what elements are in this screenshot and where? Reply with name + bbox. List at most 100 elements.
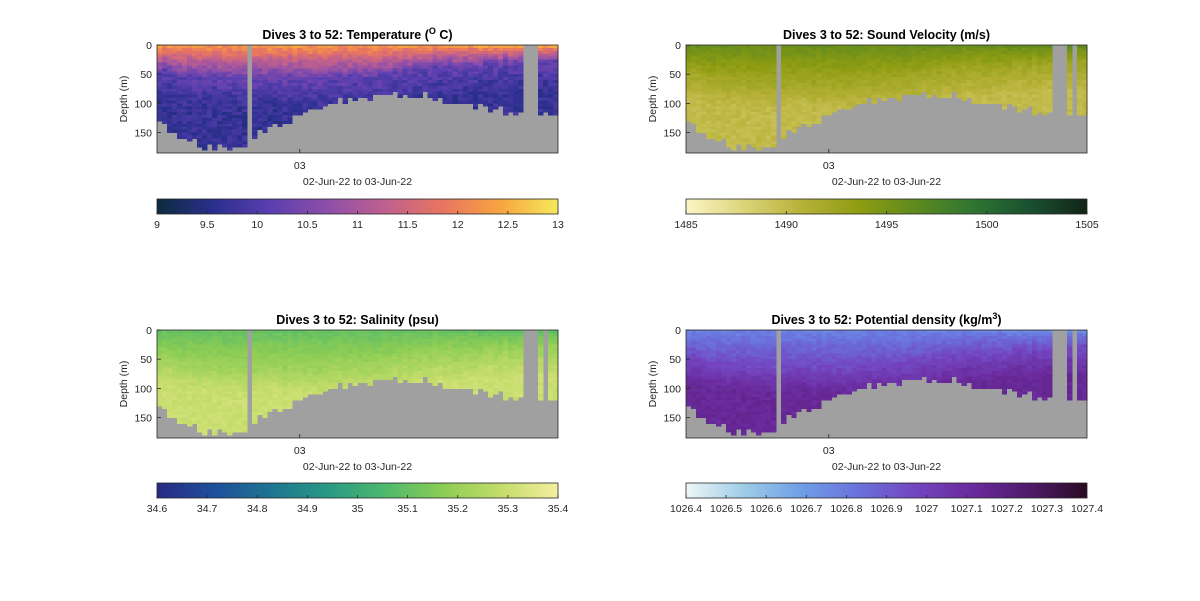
- heatmap-cell: [162, 365, 168, 369]
- heatmap-cell: [791, 115, 797, 119]
- heatmap-cell: [187, 353, 193, 357]
- heatmap-cell: [272, 356, 278, 360]
- heatmap-cell: [257, 391, 263, 395]
- heatmap-cell: [292, 88, 298, 93]
- heatmap-cell: [866, 80, 872, 84]
- heatmap-cell: [796, 82, 802, 87]
- heatmap-cell: [751, 129, 757, 133]
- heatmap-cell: [187, 103, 193, 107]
- heatmap-cell: [202, 65, 208, 69]
- heatmap-cell: [237, 414, 243, 418]
- heatmap-cell: [302, 100, 308, 104]
- heatmap-cell: [177, 385, 183, 389]
- colorbar-tick-label: 1505: [1075, 219, 1099, 231]
- heatmap-cell: [267, 400, 273, 404]
- heatmap-cell: [1076, 77, 1083, 81]
- colorbar-tick-label: 1485: [674, 219, 698, 231]
- heatmap-cell: [387, 65, 393, 69]
- heatmap-cell: [1076, 56, 1083, 60]
- heatmap-cell: [716, 109, 722, 113]
- heatmap-cell: [232, 365, 238, 369]
- heatmap-cell: [741, 144, 747, 148]
- heatmap-cell: [482, 103, 489, 107]
- heatmap-cell: [791, 91, 797, 96]
- heatmap-cell: [716, 115, 722, 119]
- heatmap-cell: [901, 59, 907, 63]
- heatmap-cell: [322, 388, 328, 392]
- heatmap-cell: [252, 109, 258, 113]
- heatmap-cell: [282, 53, 288, 58]
- heatmap-cell: [182, 126, 188, 131]
- heatmap-cell: [746, 112, 752, 116]
- heatmap-cell: [167, 388, 173, 392]
- heatmap-cell: [307, 80, 313, 84]
- heatmap-cell: [991, 50, 998, 55]
- heatmap-cell: [177, 402, 183, 407]
- heatmap-cell: [217, 414, 223, 418]
- heatmap-cell: [696, 62, 702, 66]
- heatmap-cell: [197, 344, 203, 348]
- heatmap-cell: [492, 103, 499, 107]
- heatmap-cell: [487, 100, 494, 104]
- heatmap-cell: [397, 56, 404, 60]
- chart-title-superscript: O: [429, 26, 436, 36]
- heatmap-cell: [342, 359, 348, 363]
- heatmap-cell: [217, 141, 223, 145]
- heatmap-cell: [377, 77, 383, 81]
- heatmap-cell: [801, 85, 807, 90]
- heatmap-cell: [761, 132, 767, 136]
- heatmap-cell: [796, 56, 802, 60]
- heatmap-cell: [282, 362, 288, 366]
- heatmap-cell: [951, 77, 958, 81]
- heatmap-cell: [716, 100, 722, 104]
- heatmap-cell: [197, 332, 203, 337]
- heatmap-cell: [392, 50, 398, 55]
- heatmap-cell: [267, 62, 273, 66]
- heatmap-cell: [297, 74, 303, 78]
- heatmap-cell: [1011, 68, 1018, 72]
- heatmap-cell: [187, 402, 193, 407]
- heatmap-cell: [407, 85, 414, 90]
- heatmap-cell: [447, 82, 454, 87]
- heatmap-cell: [342, 338, 348, 343]
- heatmap-cell: [447, 59, 454, 63]
- heatmap-cell: [317, 45, 323, 49]
- heatmap-cell: [207, 379, 213, 383]
- heatmap-cell: [337, 74, 343, 78]
- heatmap-cell: [696, 97, 702, 101]
- heatmap-cell: [991, 94, 998, 98]
- heatmap-cell: [292, 80, 298, 84]
- heatmap-cell: [1006, 100, 1013, 104]
- heatmap-cell: [157, 388, 163, 392]
- heatmap-cell: [457, 62, 464, 66]
- heatmap-cell: [297, 367, 303, 372]
- heatmap-cell: [207, 417, 213, 421]
- heatmap-cell: [182, 112, 188, 116]
- heatmap-cell: [467, 59, 474, 63]
- heatmap-cell: [796, 59, 802, 63]
- heatmap-cell: [437, 65, 444, 69]
- heatmap-cell: [237, 370, 243, 375]
- heatmap-cell: [906, 68, 912, 72]
- heatmap-cell: [1081, 74, 1088, 78]
- heatmap-cell: [187, 80, 193, 84]
- heatmap-cell: [996, 77, 1003, 81]
- heatmap-cell: [861, 85, 867, 90]
- heatmap-cell: [182, 411, 188, 416]
- heatmap-cell: [1016, 71, 1023, 75]
- heatmap-cell: [227, 65, 233, 69]
- heatmap-cell: [791, 80, 797, 84]
- heatmap-cell: [322, 94, 328, 98]
- heatmap-cell: [387, 68, 393, 72]
- heatmap-cell: [502, 91, 509, 96]
- heatmap-cell: [362, 50, 368, 55]
- y-tick-label: 100: [663, 98, 681, 110]
- heatmap-cell: [177, 103, 183, 107]
- heatmap-cell: [212, 391, 218, 395]
- heatmap-cell: [1081, 47, 1088, 52]
- heatmap-cell: [397, 373, 404, 378]
- heatmap-cell: [212, 373, 218, 378]
- heatmap-cell: [192, 388, 198, 392]
- heatmap-cell: [197, 411, 203, 416]
- heatmap-cell: [946, 65, 953, 69]
